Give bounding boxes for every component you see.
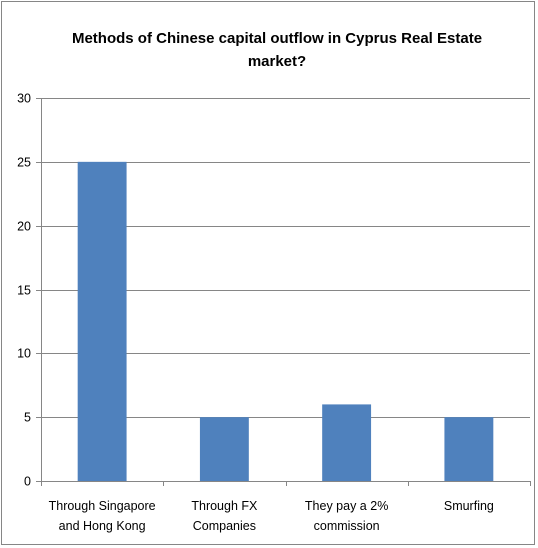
- x-axis-category-labels: Through Singapore and Hong Kong Through FX…: [49, 499, 494, 533]
- x-category-label-1-line-2: and Hong Kong: [59, 519, 146, 533]
- y-tick-label-30: 30: [17, 92, 31, 106]
- x-category-label-3-line-2: commission: [314, 519, 380, 533]
- chart-title: Methods of Chinese capital outflow in Cy…: [72, 30, 482, 70]
- y-tick-label-20: 20: [17, 220, 31, 234]
- x-category-label-3-line-1: They pay a 2%: [305, 499, 388, 513]
- bar-3: [322, 404, 372, 481]
- y-tick-label-10: 10: [17, 347, 31, 361]
- y-tick-label-15: 15: [17, 284, 31, 298]
- x-category-label-2-line-1: Through FX: [191, 499, 258, 513]
- y-tick-label-25: 25: [17, 156, 31, 170]
- chart-title-line-2: market?: [248, 53, 306, 70]
- bar-2: [199, 417, 249, 481]
- bars: [77, 161, 494, 482]
- y-tick-label-0: 0: [24, 475, 31, 489]
- bar-4: [444, 417, 494, 481]
- bar-1: [77, 161, 127, 482]
- x-category-label-4-line-1: Smurfing: [444, 499, 494, 513]
- x-category-label-1-line-1: Through Singapore: [49, 499, 156, 513]
- axes: [41, 98, 531, 486]
- chart-title-line-1: Methods of Chinese capital outflow in Cy…: [72, 30, 482, 47]
- y-tick-label-5: 5: [24, 411, 31, 425]
- x-category-label-2-line-2: Companies: [193, 519, 256, 533]
- y-axis-tick-labels: 0 5 10 15 20 25 30: [17, 92, 31, 489]
